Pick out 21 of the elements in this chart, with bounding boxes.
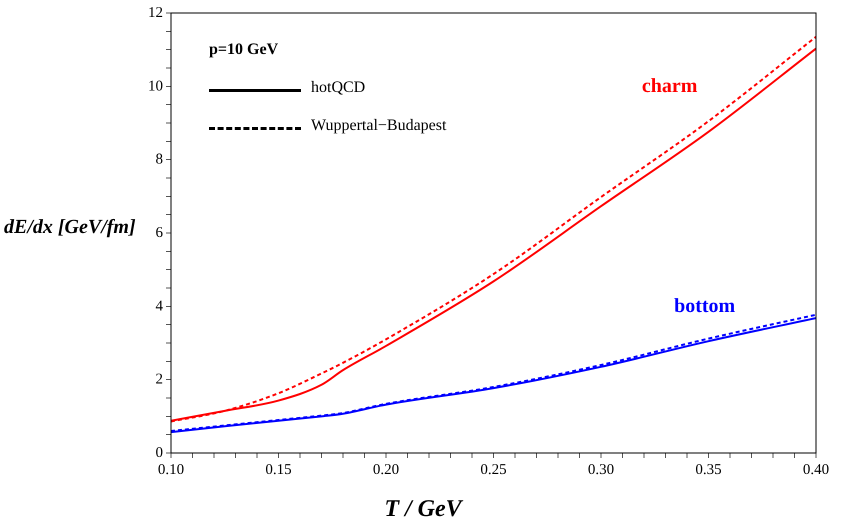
- annotation: p=10 GeV: [209, 41, 278, 59]
- y-tick-label: 2: [156, 372, 163, 388]
- y-tick-label: 4: [156, 298, 164, 314]
- y-tick-label: 0: [156, 444, 163, 461]
- y-tick-label: 12: [148, 4, 163, 21]
- annotation: hotQCD: [311, 79, 366, 97]
- annotation: charm: [642, 74, 698, 98]
- x-tick-label: 0.20: [372, 462, 400, 478]
- x-tick-label: 0.35: [695, 462, 722, 478]
- annotation: bottom: [674, 294, 736, 318]
- x-axis-title: T / GeV: [383, 496, 464, 523]
- y-tick-label: 6: [156, 224, 164, 241]
- x-tick-label: 0.40: [802, 462, 830, 478]
- x-tick-label: 0.15: [265, 462, 292, 478]
- y-axis-title: dE/dx [GeV/fm]: [4, 216, 136, 239]
- x-tick-label: 0.25: [480, 462, 507, 478]
- x-tick-label: 0.30: [588, 462, 614, 478]
- annotation: Wuppertal−Budapest: [311, 117, 446, 135]
- y-tick-label: 8: [156, 152, 163, 168]
- y-tick-label: 10: [148, 78, 163, 94]
- x-tick-label: 0.10: [158, 462, 184, 478]
